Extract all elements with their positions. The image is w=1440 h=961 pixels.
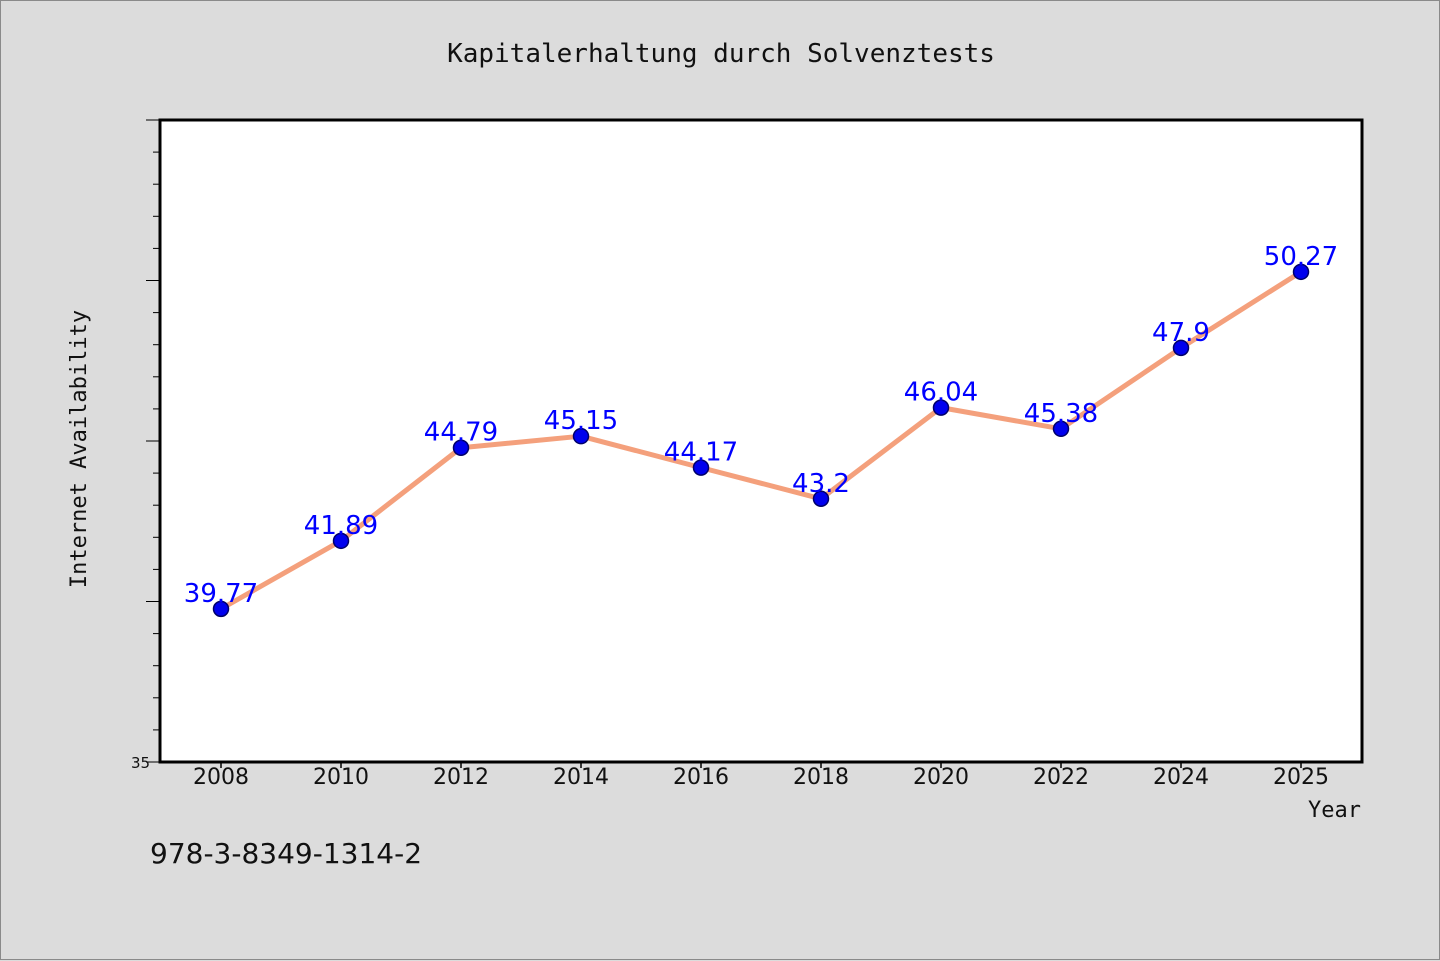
data-point-marker (1292, 263, 1310, 281)
x-tick-label: 2012 (433, 765, 489, 790)
data-point-marker (1052, 420, 1070, 438)
data-point-label: 47.9 (1152, 318, 1210, 348)
data-point-marker (812, 490, 830, 508)
series-line (219, 269, 1303, 612)
x-tick-label: 2025 (1273, 765, 1329, 790)
data-point-label: 44.17 (664, 438, 738, 468)
x-axis-ticks: 2008 2010 2012 2014 2016 2018 2020 2022 2024 2025 (193, 762, 1329, 790)
footnote-isbn: 978-3-8349-1314-2 (150, 837, 422, 870)
x-tick-label: 2016 (673, 765, 729, 790)
plot-frame (158, 118, 1364, 764)
data-point-marker (212, 600, 230, 618)
data-point-label: 50.27 (1264, 242, 1338, 272)
data-point-label: 41.89 (304, 511, 378, 541)
y-axis-label: Internet Availability (67, 310, 92, 588)
data-point-label: 39.77 (184, 579, 258, 609)
data-point-marker (572, 427, 590, 445)
data-markers (212, 263, 1310, 618)
data-point-marker (932, 399, 950, 416)
y-tick-label-min: 35 (131, 754, 150, 772)
data-point-label: 43.2 (792, 469, 850, 499)
x-tick-label: 2024 (1153, 765, 1209, 790)
data-point-marker (692, 459, 710, 476)
plot-area (160, 120, 1362, 762)
x-tick-label: 2020 (913, 765, 969, 790)
data-point-label: 44.79 (424, 418, 498, 448)
data-point-label: 45.15 (544, 406, 618, 436)
x-tick-label: 2014 (553, 765, 609, 790)
data-point-marker (1172, 339, 1190, 357)
data-point-marker (452, 439, 470, 456)
x-tick-label: 2008 (193, 765, 249, 790)
data-labels: 39.77 41.89 44.79 45.15 44.17 43.2 46.04 45.38 4… (184, 242, 1338, 609)
data-point-marker (332, 532, 350, 550)
data-point-label: 46.04 (904, 378, 978, 408)
data-point-label: 45.38 (1024, 399, 1098, 429)
x-axis-label: Year (1308, 798, 1361, 823)
x-tick-label: 2018 (793, 765, 849, 790)
chart-title: Kapitalerhaltung durch Solvenztests (447, 39, 995, 69)
x-tick-label: 2010 (313, 765, 369, 790)
x-tick-label: 2022 (1033, 765, 1089, 790)
y-axis-ticks (146, 119, 160, 763)
